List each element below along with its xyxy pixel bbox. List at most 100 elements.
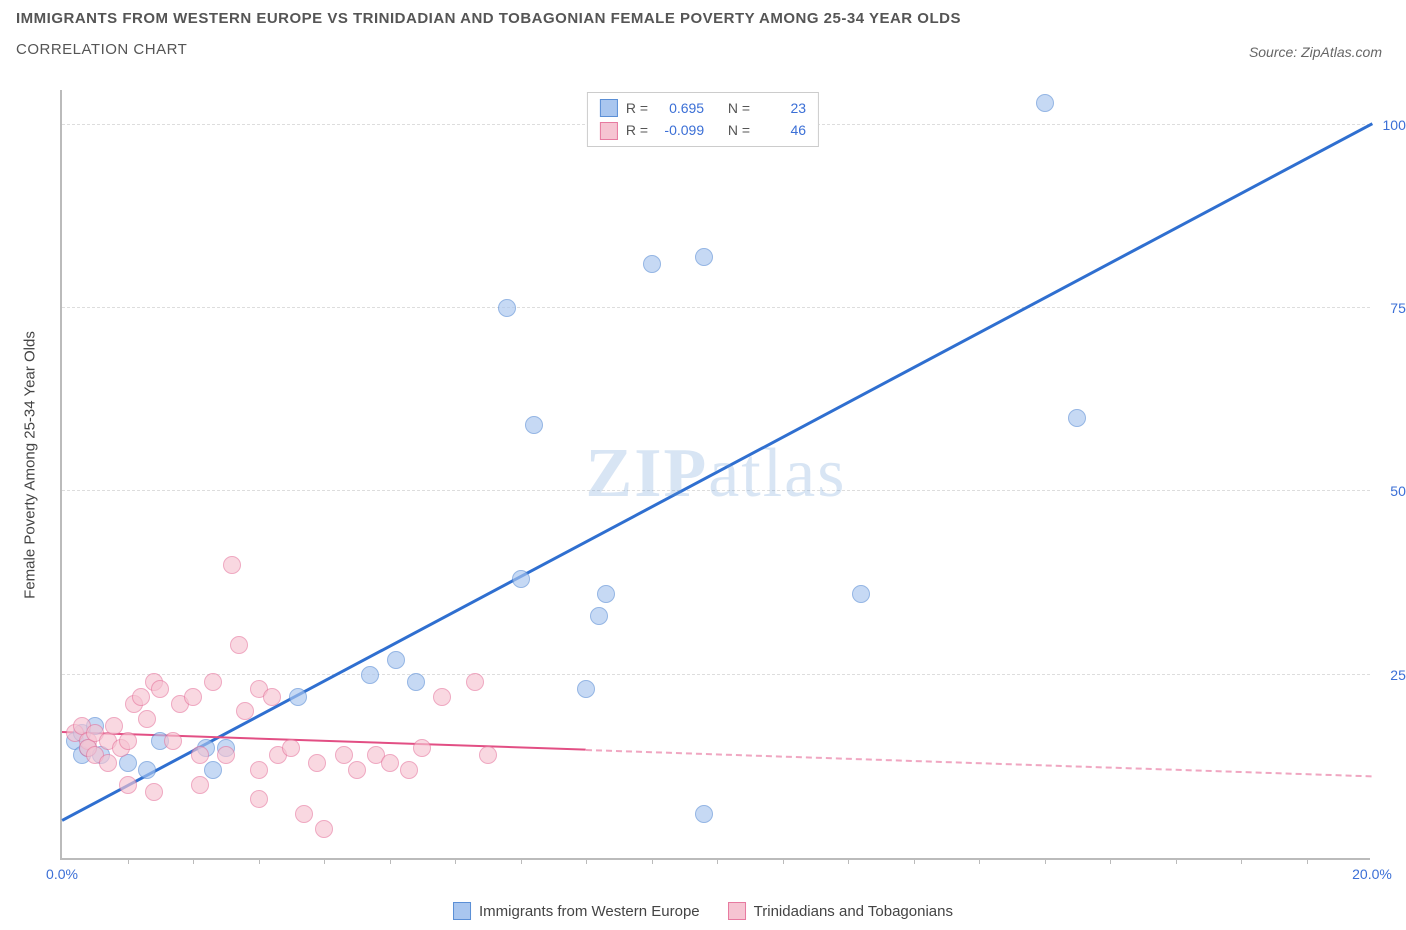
scatter-point: [250, 761, 268, 779]
trend-line: [61, 122, 1372, 821]
stat-r-value: 0.695: [656, 97, 704, 119]
scatter-point: [184, 688, 202, 706]
gridline: [62, 490, 1370, 491]
scatter-point: [295, 805, 313, 823]
scatter-point: [132, 688, 150, 706]
scatter-point: [145, 783, 163, 801]
scatter-point: [119, 732, 137, 750]
x-minor-tick: [783, 858, 784, 864]
scatter-point: [335, 746, 353, 764]
legend-swatch: [600, 122, 618, 140]
scatter-point: [525, 416, 543, 434]
y-tick-label: 75.0%: [1375, 300, 1406, 316]
scatter-point: [590, 607, 608, 625]
x-minor-tick: [914, 858, 915, 864]
stat-n-value: 46: [758, 119, 806, 141]
legend-stat-row: R =0.695 N =23: [600, 97, 806, 119]
scatter-point: [315, 820, 333, 838]
legend-swatch: [728, 902, 746, 920]
legend-label: Immigrants from Western Europe: [479, 903, 700, 920]
x-minor-tick: [521, 858, 522, 864]
stat-r-key: R =: [626, 97, 648, 119]
scatter-point: [407, 673, 425, 691]
scatter-point: [138, 710, 156, 728]
x-minor-tick: [1241, 858, 1242, 864]
x-minor-tick: [1176, 858, 1177, 864]
stat-n-value: 23: [758, 97, 806, 119]
x-minor-tick: [259, 858, 260, 864]
chart-plot-area: ZIPatlas 25.0%50.0%75.0%100.0%0.0%20.0%: [60, 90, 1370, 860]
series-legend: Immigrants from Western Europe Trinidadia…: [453, 902, 953, 920]
scatter-point: [204, 673, 222, 691]
x-minor-tick: [717, 858, 718, 864]
scatter-point: [191, 776, 209, 794]
stat-r-key: R =: [626, 119, 648, 141]
x-minor-tick: [390, 858, 391, 864]
scatter-point: [413, 739, 431, 757]
stat-n-key: N =: [728, 119, 750, 141]
x-minor-tick: [455, 858, 456, 864]
gridline: [62, 674, 1370, 675]
scatter-point: [236, 702, 254, 720]
scatter-point: [119, 776, 137, 794]
scatter-point: [433, 688, 451, 706]
y-axis-label: Female Poverty Among 25-34 Year Olds: [22, 331, 39, 599]
scatter-point: [387, 651, 405, 669]
x-minor-tick: [193, 858, 194, 864]
scatter-point: [282, 739, 300, 757]
scatter-point: [852, 585, 870, 603]
correlation-legend: R =0.695 N =23R =-0.099 N =46: [587, 92, 819, 147]
watermark-text-a: ZIP: [586, 435, 709, 512]
scatter-point: [577, 680, 595, 698]
x-tick-label: 20.0%: [1352, 866, 1392, 882]
scatter-point: [479, 746, 497, 764]
scatter-point: [643, 255, 661, 273]
watermark-text-b: atlas: [708, 435, 846, 512]
x-minor-tick: [586, 858, 587, 864]
x-minor-tick: [1307, 858, 1308, 864]
scatter-point: [223, 556, 241, 574]
scatter-point: [512, 570, 530, 588]
chart-subtitle: CORRELATION CHART: [16, 41, 961, 58]
scatter-point: [695, 805, 713, 823]
gridline: [62, 307, 1370, 308]
legend-item: Trinidadians and Tobagonians: [728, 902, 953, 920]
source-link[interactable]: ZipAtlas.com: [1301, 44, 1382, 60]
x-minor-tick: [652, 858, 653, 864]
x-tick-label: 0.0%: [46, 866, 78, 882]
trend-line: [62, 731, 586, 751]
scatter-point: [151, 680, 169, 698]
scatter-point: [348, 761, 366, 779]
scatter-point: [230, 636, 248, 654]
scatter-point: [1068, 409, 1086, 427]
scatter-point: [381, 754, 399, 772]
scatter-point: [204, 761, 222, 779]
watermark: ZIPatlas: [586, 434, 847, 514]
scatter-point: [400, 761, 418, 779]
y-tick-label: 100.0%: [1375, 117, 1406, 133]
scatter-point: [597, 585, 615, 603]
scatter-point: [105, 717, 123, 735]
scatter-point: [498, 299, 516, 317]
legend-item: Immigrants from Western Europe: [453, 902, 700, 920]
x-minor-tick: [848, 858, 849, 864]
scatter-point: [263, 688, 281, 706]
scatter-point: [250, 790, 268, 808]
x-minor-tick: [1045, 858, 1046, 864]
y-tick-label: 50.0%: [1375, 483, 1406, 499]
scatter-point: [191, 746, 209, 764]
chart-title: IMMIGRANTS FROM WESTERN EUROPE VS TRINID…: [16, 10, 961, 27]
scatter-point: [466, 673, 484, 691]
legend-swatch: [600, 99, 618, 117]
scatter-point: [99, 754, 117, 772]
scatter-point: [164, 732, 182, 750]
x-minor-tick: [979, 858, 980, 864]
scatter-point: [695, 248, 713, 266]
legend-swatch: [453, 902, 471, 920]
scatter-point: [217, 746, 235, 764]
scatter-point: [289, 688, 307, 706]
trend-line: [586, 749, 1372, 777]
x-minor-tick: [324, 858, 325, 864]
scatter-point: [138, 761, 156, 779]
x-minor-tick: [1110, 858, 1111, 864]
